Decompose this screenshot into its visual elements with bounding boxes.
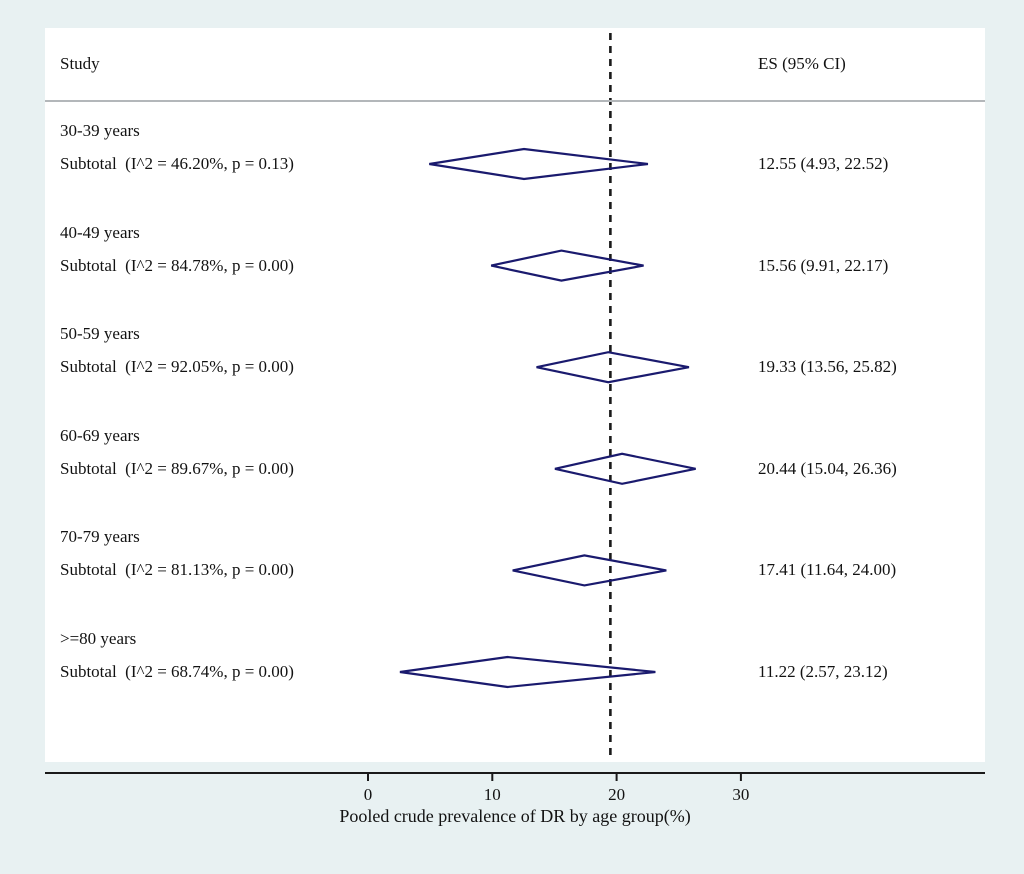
group-es-value: 20.44 (15.04, 26.36) — [758, 458, 897, 478]
plot-area — [45, 28, 985, 762]
group-subtotal-label: Subtotal (I^2 = 84.78%, p = 0.00) — [60, 255, 294, 275]
group-label: >=80 years — [60, 629, 137, 648]
x-axis-tick-label: 10 — [483, 785, 501, 804]
x-axis-tick-label: 30 — [732, 785, 750, 804]
group-label: 30-39 years — [60, 121, 140, 140]
x-axis-tick-label: 0 — [363, 785, 373, 804]
group-subtotal-label: Subtotal (I^2 = 81.13%, p = 0.00) — [60, 560, 294, 580]
group-es-value: 15.56 (9.91, 22.17) — [758, 255, 889, 275]
group-subtotal-label: Subtotal (I^2 = 68.74%, p = 0.00) — [60, 662, 294, 681]
group-es-value: 19.33 (13.56, 25.82) — [758, 357, 897, 377]
group-subtotal-label: Subtotal (I^2 = 89.67%, p = 0.00) — [60, 458, 294, 478]
group-es-value: 12.55 (4.93, 22.52) — [758, 154, 889, 173]
group-subtotal-label: Subtotal (I^2 = 46.20%, p = 0.13) — [60, 154, 294, 173]
group-es-value: 17.41 (11.64, 24.00) — [758, 560, 897, 580]
header-divider — [45, 100, 985, 102]
column-header-study: Study — [60, 54, 100, 73]
group-subtotal-label: Subtotal (I^2 = 92.05%, p = 0.00) — [60, 357, 294, 377]
x-axis-title: Pooled crude prevalence of DR by age gro… — [339, 806, 691, 826]
group-label: 70-79 years — [60, 527, 140, 547]
column-header-es: ES (95% CI) — [758, 54, 846, 73]
group-es-value: 11.22 (2.57, 23.12) — [758, 662, 888, 681]
group-label: 60-69 years — [60, 425, 140, 445]
group-label: 50-59 years — [60, 324, 140, 344]
x-axis-tick-label: 20 — [608, 785, 626, 804]
group-label: 40-49 years — [60, 222, 140, 242]
